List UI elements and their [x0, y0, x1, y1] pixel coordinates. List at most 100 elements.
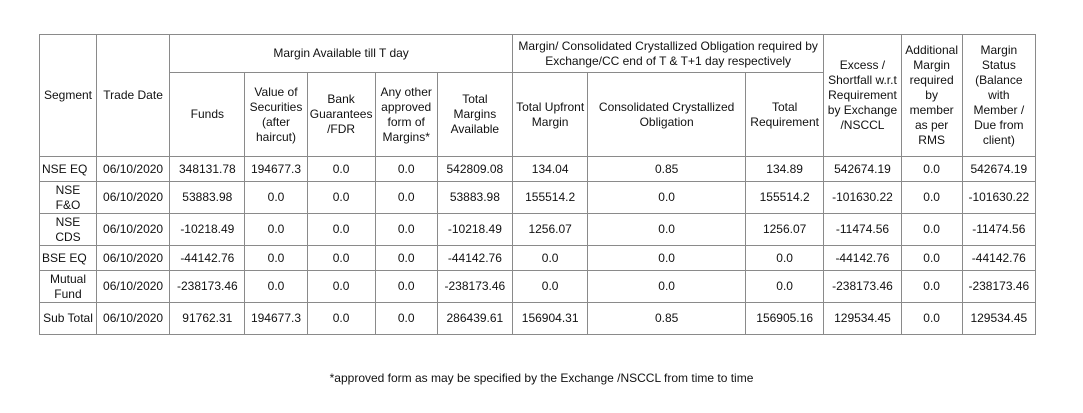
header-margin-required: Margin/ Consolidated Crystallized Obliga… — [512, 34, 825, 73]
cell-bank-guarantees: 0.0 — [306, 156, 376, 182]
table-row: BSE EQ 06/10/2020 -44142.76 0.0 0.0 0.0 … — [39, 245, 1037, 271]
cell-other-forms: 0.0 — [374, 302, 438, 335]
cell-excess-shortfall: -11474.56 — [823, 213, 902, 246]
cell-funds: -238173.46 — [169, 270, 246, 303]
cell-total-requirement: 134.89 — [744, 156, 825, 182]
cell-total-requirement: 155514.2 — [744, 181, 825, 214]
header-trade-date: Trade Date — [95, 34, 171, 157]
cell-bank-guarantees: 0.0 — [306, 213, 376, 246]
cell-excess-shortfall: -101630.22 — [823, 181, 902, 214]
cell-total-available: -44142.76 — [436, 245, 514, 271]
table-row: NSE F&O 06/10/2020 53883.98 0.0 0.0 0.0 … — [39, 181, 1037, 214]
cell-other-forms: 0.0 — [374, 213, 438, 246]
cell-trade-date: 06/10/2020 — [95, 156, 171, 182]
cell-total-available: 53883.98 — [436, 181, 514, 214]
cell-crystallized-obligation: 0.0 — [587, 245, 746, 271]
cell-crystallized-obligation: 0.0 — [587, 270, 746, 303]
cell-upfront-margin: 156904.31 — [512, 302, 589, 335]
cell-additional-margin: 0.0 — [900, 270, 963, 303]
cell-trade-date: 06/10/2020 — [95, 245, 171, 271]
cell-crystallized-obligation: 0.85 — [587, 156, 746, 182]
cell-securities: 0.0 — [244, 181, 308, 214]
table-row: NSE EQ 06/10/2020 348131.78 194677.3 0.0… — [39, 156, 1037, 182]
cell-trade-date: 06/10/2020 — [95, 302, 171, 335]
cell-crystallized-obligation: 0.0 — [587, 181, 746, 214]
cell-other-forms: 0.0 — [374, 156, 438, 182]
cell-excess-shortfall: 542674.19 — [823, 156, 902, 182]
cell-other-forms: 0.0 — [374, 245, 438, 271]
cell-total-available: 542809.08 — [436, 156, 514, 182]
cell-margin-status: -11474.56 — [961, 213, 1037, 246]
cell-margin-status: 542674.19 — [961, 156, 1037, 182]
cell-other-forms: 0.0 — [374, 270, 438, 303]
cell-segment: NSE EQ — [39, 156, 97, 182]
cell-upfront-margin: 0.0 — [512, 245, 589, 271]
cell-additional-margin: 0.0 — [900, 302, 963, 335]
cell-total-available: 286439.61 — [436, 302, 514, 335]
cell-additional-margin: 0.0 — [900, 181, 963, 214]
cell-segment: NSE CDS — [39, 213, 97, 246]
cell-upfront-margin: 1256.07 — [512, 213, 589, 246]
cell-bank-guarantees: 0.0 — [306, 270, 376, 303]
header-margin-status: Margin Status (Balance with Member / Due… — [961, 34, 1037, 157]
cell-trade-date: 06/10/2020 — [95, 213, 171, 246]
header-total-requirement: Total Requirement — [744, 72, 825, 157]
cell-upfront-margin: 134.04 — [512, 156, 589, 182]
cell-segment: NSE F&O — [39, 181, 97, 214]
cell-crystallized-obligation: 0.0 — [587, 213, 746, 246]
table-row: NSE CDS 06/10/2020 -10218.49 0.0 0.0 0.0… — [39, 213, 1037, 246]
cell-additional-margin: 0.0 — [900, 156, 963, 182]
cell-total-available: -238173.46 — [436, 270, 514, 303]
header-crystallized-obligation: Consolidated Crystallized Obligation — [587, 72, 746, 157]
cell-excess-shortfall: 129534.45 — [823, 302, 902, 335]
cell-upfront-margin: 0.0 — [512, 270, 589, 303]
cell-margin-status: -101630.22 — [961, 181, 1037, 214]
cell-funds: 53883.98 — [169, 181, 246, 214]
cell-excess-shortfall: -238173.46 — [823, 270, 902, 303]
footnote: *approved form as may be specified by th… — [329, 371, 754, 385]
header-bank-guarantees: Bank Guarantees /FDR — [306, 72, 376, 157]
cell-crystallized-obligation: 0.85 — [587, 302, 746, 335]
header-additional-margin: Additional Margin required by member as … — [900, 34, 963, 157]
cell-funds: -44142.76 — [169, 245, 246, 271]
cell-segment: Mutual Fund — [39, 270, 97, 303]
margin-statement-table: Segment Trade Date Margin Available till… — [39, 34, 1037, 335]
cell-margin-status: -44142.76 — [961, 245, 1037, 271]
header-total-available: Total Margins Available — [436, 72, 514, 157]
header-margin-available: Margin Available till T day — [169, 34, 514, 73]
cell-segment: BSE EQ — [39, 245, 97, 271]
cell-segment: Sub Total — [39, 302, 97, 335]
header-excess-shortfall: Excess / Shortfall w.r.t Requirement by … — [823, 34, 902, 157]
cell-additional-margin: 0.0 — [900, 213, 963, 246]
header-funds: Funds — [169, 72, 246, 157]
cell-total-available: -10218.49 — [436, 213, 514, 246]
cell-trade-date: 06/10/2020 — [95, 181, 171, 214]
header-segment: Segment — [39, 34, 97, 157]
cell-securities: 0.0 — [244, 245, 308, 271]
cell-securities: 0.0 — [244, 270, 308, 303]
cell-additional-margin: 0.0 — [900, 245, 963, 271]
cell-total-requirement: 156905.16 — [744, 302, 825, 335]
table-row: Sub Total 06/10/2020 91762.31 194677.3 0… — [39, 302, 1037, 335]
cell-upfront-margin: 155514.2 — [512, 181, 589, 214]
cell-securities: 194677.3 — [244, 302, 308, 335]
header-other-forms: Any other approved form of Margins* — [374, 72, 438, 157]
cell-excess-shortfall: -44142.76 — [823, 245, 902, 271]
cell-funds: 91762.31 — [169, 302, 246, 335]
cell-bank-guarantees: 0.0 — [306, 302, 376, 335]
cell-funds: 348131.78 — [169, 156, 246, 182]
table-row: Mutual Fund 06/10/2020 -238173.46 0.0 0.… — [39, 270, 1037, 303]
cell-funds: -10218.49 — [169, 213, 246, 246]
cell-securities: 0.0 — [244, 213, 308, 246]
header-securities: Value of Securities (after haircut) — [244, 72, 308, 157]
cell-securities: 194677.3 — [244, 156, 308, 182]
cell-other-forms: 0.0 — [374, 181, 438, 214]
cell-margin-status: 129534.45 — [961, 302, 1037, 335]
cell-total-requirement: 1256.07 — [744, 213, 825, 246]
cell-total-requirement: 0.0 — [744, 270, 825, 303]
cell-margin-status: -238173.46 — [961, 270, 1037, 303]
cell-bank-guarantees: 0.0 — [306, 181, 376, 214]
cell-total-requirement: 0.0 — [744, 245, 825, 271]
cell-bank-guarantees: 0.0 — [306, 245, 376, 271]
cell-trade-date: 06/10/2020 — [95, 270, 171, 303]
